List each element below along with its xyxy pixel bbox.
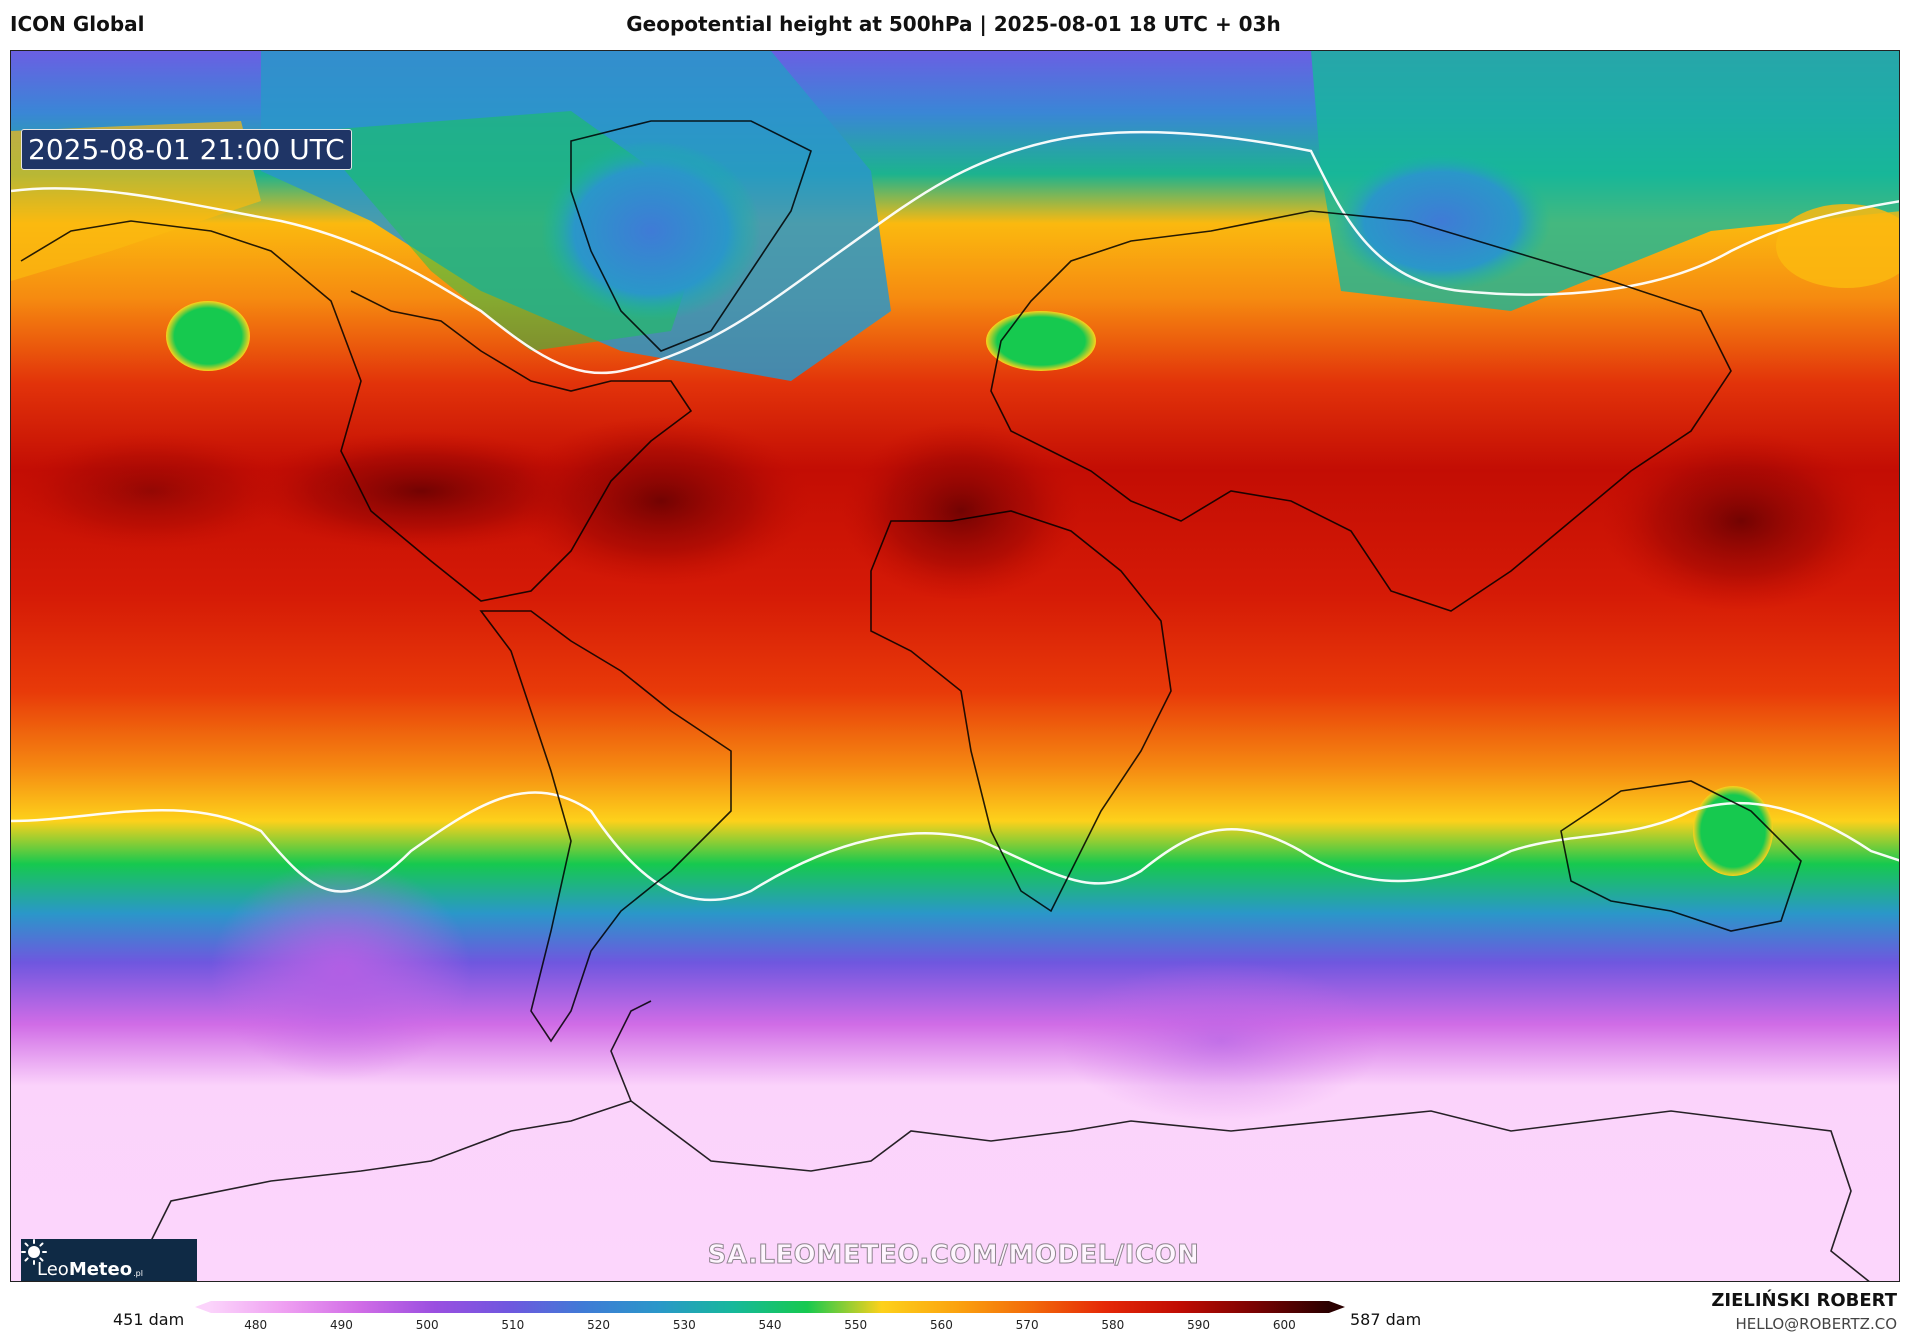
logo-text: LeoMeteo <box>37 1258 133 1280</box>
colorbar-tick-label: 510 <box>501 1318 524 1332</box>
colorbar-tick-label: 540 <box>759 1318 782 1332</box>
colorbar: 480 490 500 510 520 530 540 550 560 570 580 590 600 <box>195 1301 1345 1332</box>
colorbar-tick-label: 520 <box>587 1318 610 1332</box>
colorbar-max-label: 587 dam <box>1350 1310 1422 1329</box>
colorbar-tick-label: 490 <box>330 1318 353 1332</box>
leometeo-logo: LeoMeteo .pl <box>21 1239 197 1281</box>
sun-icon <box>21 1239 47 1265</box>
model-name: ICON Global <box>10 12 145 36</box>
colorbar-gradient <box>211 1301 1329 1313</box>
chart-title: Geopotential height at 500hPa | 2025-08-… <box>626 12 1281 36</box>
colorbar-tick-label: 530 <box>673 1318 696 1332</box>
colorbar-min-label: 451 dam <box>113 1310 185 1329</box>
logo-suffix: .pl <box>133 1268 143 1278</box>
colorbar-tick-label: 550 <box>844 1318 867 1332</box>
colorbar-tick-label: 560 <box>930 1318 953 1332</box>
colorbar-tick-label: 590 <box>1187 1318 1210 1332</box>
weather-map: 2025-08-01 21:00 UTC LeoMeteo .pl <box>10 50 1900 1282</box>
valid-time-label: 2025-08-01 21:00 UTC <box>21 129 352 170</box>
colorbar-tick-label: 480 <box>244 1318 267 1332</box>
geopotential-field <box>11 51 1899 1281</box>
author-email: HELLO@ROBERTZ.CO <box>1735 1315 1897 1333</box>
colorbar-tick-label: 500 <box>416 1318 439 1332</box>
colorbar-min-arrow <box>195 1301 211 1313</box>
author-name: ZIELIŃSKI ROBERT <box>1711 1290 1897 1311</box>
colorbar-tick-label: 570 <box>1016 1318 1039 1332</box>
colorbar-max-arrow <box>1329 1301 1345 1313</box>
colorbar-tick-label: 600 <box>1273 1318 1296 1332</box>
source-url-watermark: SA.LEOMETEO.COM/MODEL/ICON <box>707 1240 1200 1271</box>
colorbar-tick-label: 580 <box>1101 1318 1124 1332</box>
